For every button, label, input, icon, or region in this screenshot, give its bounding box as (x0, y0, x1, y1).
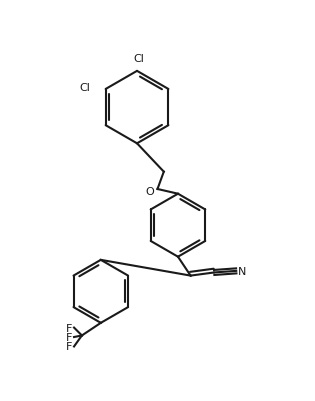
Text: N: N (238, 266, 246, 276)
Text: F: F (66, 342, 72, 352)
Text: F: F (66, 323, 72, 333)
Text: F: F (66, 332, 72, 342)
Text: O: O (146, 186, 154, 196)
Text: Cl: Cl (133, 54, 144, 64)
Text: Cl: Cl (79, 83, 90, 93)
